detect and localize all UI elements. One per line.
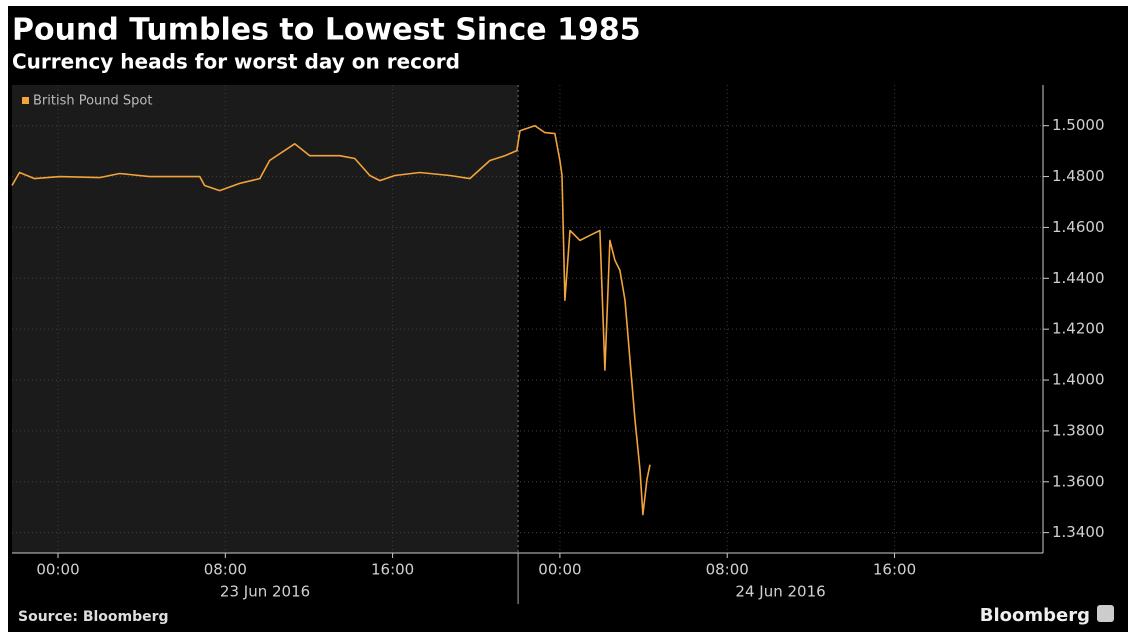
x-tick-label: 00:00 — [36, 561, 79, 579]
line — [11, 124, 651, 516]
day-shade — [12, 85, 519, 553]
y-tick-label: 1.3400 — [1052, 523, 1105, 541]
x-tick-label: 08:00 — [706, 561, 749, 579]
y-tick-label: 1.4600 — [1052, 218, 1105, 236]
y-tick-label: 1.3600 — [1052, 472, 1105, 490]
x-group-label: 24 Jun 2016 — [735, 583, 825, 601]
y-tick-label: 1.4200 — [1052, 320, 1105, 338]
x-tick-label: 08:00 — [204, 561, 247, 579]
chart-subtitle: Currency heads for worst day on record — [12, 50, 460, 74]
source: Source: Bloomberg — [18, 609, 169, 625]
x-tick-label: 16:00 — [371, 561, 414, 579]
brand-icon — [1097, 605, 1114, 622]
plot: 23 Jun 2016 24 Jun 2016 1.3400 1.3600 1.3800… — [11, 85, 1105, 604]
y-tick-label: 1.4400 — [1052, 269, 1105, 287]
y-tick-label: 1.3800 — [1052, 421, 1105, 439]
x-group-label: 23 Jun 2016 — [220, 583, 310, 601]
x-tick-label: 16:00 — [873, 561, 916, 579]
y-tick-label: 1.4800 — [1052, 167, 1105, 185]
legend-label: British Pound Spot — [33, 94, 152, 109]
legend-swatch — [22, 97, 29, 104]
y-tick-label: 1.5000 — [1052, 116, 1105, 134]
y-tick-label: 1.4000 — [1052, 371, 1105, 389]
chart-title: Pound Tumbles to Lowest Since 1985 — [12, 13, 641, 48]
x-tick-label: 00:00 — [538, 561, 581, 579]
brand: Bloomberg — [980, 605, 1090, 626]
